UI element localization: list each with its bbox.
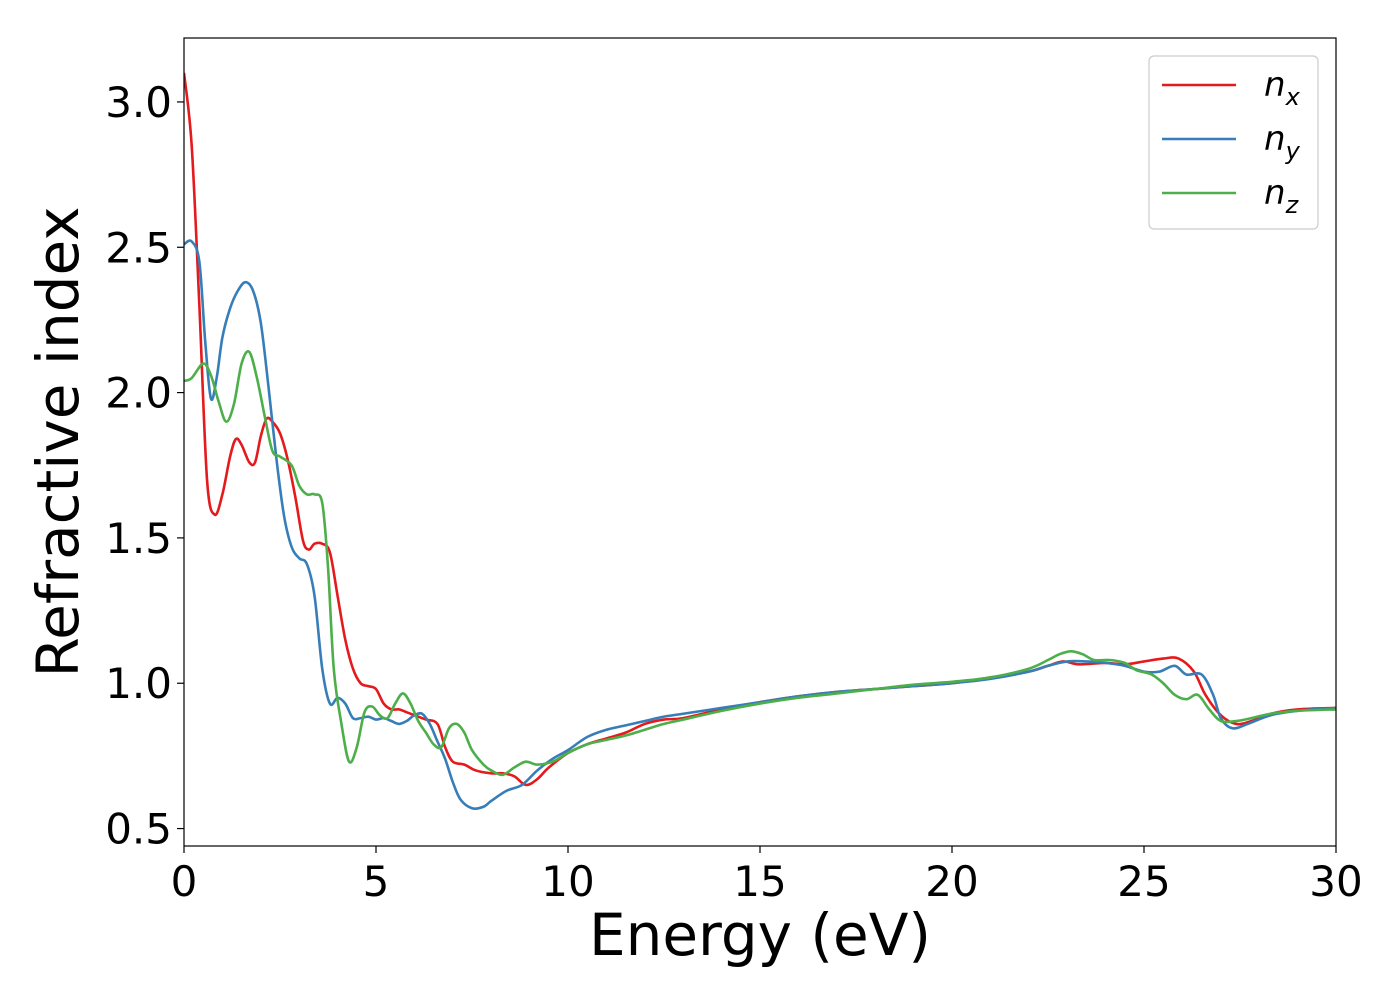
series-line-n-z [184, 350, 1336, 777]
legend-box [1148, 55, 1319, 230]
y-axis-title: Refractive index [24, 206, 92, 677]
x-tick-label: 0 [171, 857, 198, 906]
x-tick-label: 15 [733, 857, 786, 906]
x-tick-label: 20 [925, 857, 978, 906]
y-tick-label: 2.0 [105, 369, 172, 418]
x-tick-label: 5 [363, 857, 390, 906]
y-tick-label: 3.0 [105, 78, 172, 127]
legend-label-n-x: nx [1264, 65, 1301, 111]
x-tick-label: 10 [541, 857, 594, 906]
y-tick-label: 0.5 [105, 805, 172, 854]
legend-label-n-y: ny [1264, 119, 1301, 165]
series-line-n-y [184, 239, 1336, 810]
x-tick-label: 25 [1117, 857, 1170, 906]
x-axis-ticks: 0 5 10 15 20 25 30 [171, 846, 1363, 906]
series-layer [184, 72, 1336, 810]
legend: nx ny nz [1148, 55, 1319, 230]
x-tick-label: 30 [1309, 857, 1362, 906]
y-tick-label: 1.0 [105, 659, 172, 708]
y-axis-ticks: 0.5 1.0 1.5 2.0 2.5 3.0 [105, 78, 184, 854]
x-axis-title: Energy (eV) [589, 901, 931, 969]
y-tick-label: 1.5 [105, 514, 172, 563]
legend-label-n-z: nz [1264, 173, 1300, 219]
y-tick-label: 2.5 [105, 223, 172, 272]
